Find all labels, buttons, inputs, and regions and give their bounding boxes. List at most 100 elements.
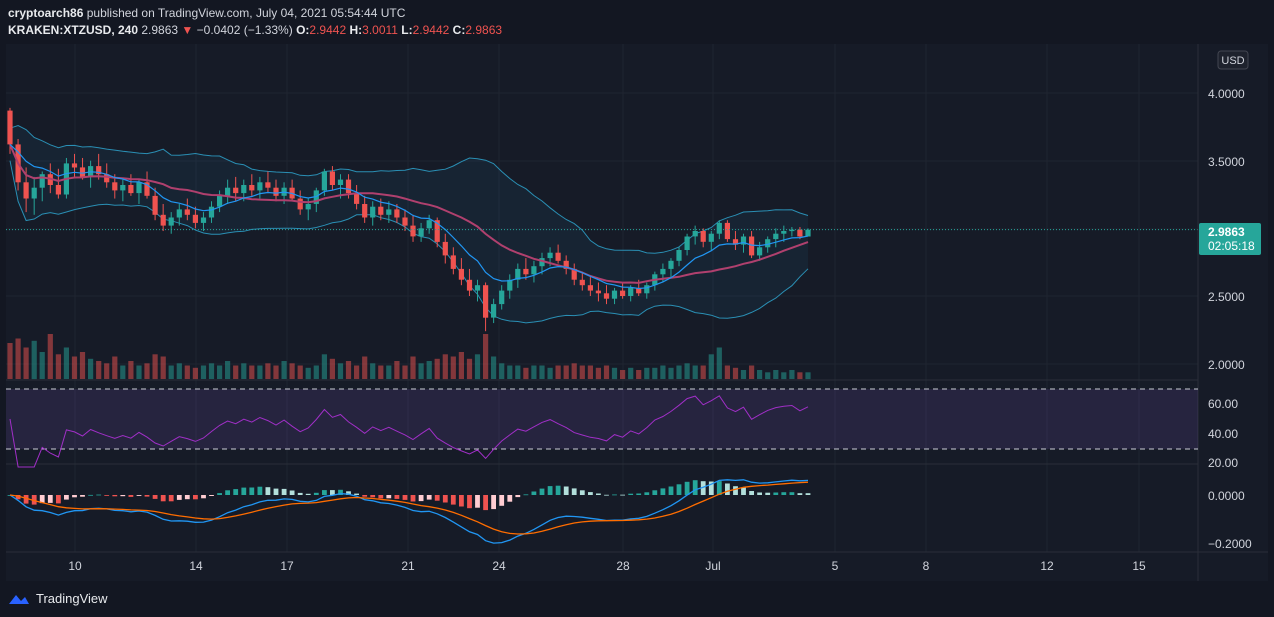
volume-bar — [458, 352, 464, 379]
time-tick: 8 — [923, 559, 930, 573]
candle-body — [668, 260, 674, 269]
candle-body — [225, 187, 231, 196]
volume-bar — [757, 370, 763, 379]
candle-body — [313, 190, 319, 204]
volume-bar — [773, 370, 779, 379]
volume-bar — [112, 356, 118, 379]
macd-histogram-bar — [201, 495, 206, 499]
candle-body — [732, 239, 739, 245]
macd-histogram-bar — [507, 495, 513, 502]
candle-body — [55, 185, 61, 195]
macd-histogram-bar — [442, 495, 448, 503]
volume-bar — [249, 365, 255, 379]
close-label: C: — [452, 23, 466, 37]
publisher-name[interactable]: cryptoarch86 — [8, 6, 84, 20]
macd-histogram-bar — [168, 495, 174, 502]
volume-bar — [797, 372, 803, 380]
candle-body — [31, 187, 37, 199]
macd-histogram-bar — [491, 495, 496, 510]
macd-histogram-bar — [330, 490, 335, 495]
candle-body — [128, 185, 134, 194]
macd-histogram-bar — [733, 486, 738, 495]
macd-histogram-bar — [797, 493, 803, 495]
volume-bar — [499, 363, 505, 379]
volume-bar — [281, 361, 287, 379]
volume-bar — [63, 347, 69, 379]
volume-bar — [329, 358, 335, 380]
volume-bar — [676, 365, 682, 379]
symbol-line: KRAKEN:XTZUSD, 240 2.9863 ▼ −0.0402 (−1.… — [8, 23, 502, 37]
candle-body — [636, 287, 642, 294]
macd-histogram-bar — [781, 492, 787, 495]
volume-bar — [257, 365, 263, 379]
volume-bar — [136, 365, 142, 379]
low-value: 2.9442 — [412, 23, 450, 37]
volume-bar — [120, 365, 126, 379]
candle-body — [7, 110, 13, 145]
candle-body — [474, 285, 481, 291]
rsi-line — [9, 395, 809, 468]
candle-body — [79, 167, 86, 177]
macd-histogram-bar — [668, 486, 674, 495]
candle-body — [660, 268, 666, 275]
price-tick: 4.0000 — [1208, 87, 1245, 101]
candle-body — [337, 179, 344, 185]
volume-bar — [184, 365, 190, 379]
volume-bar — [297, 365, 303, 379]
candle-body — [208, 206, 215, 218]
macd-histogram-bar — [265, 487, 271, 495]
macd-histogram-bar — [346, 491, 351, 495]
candle-body — [620, 290, 626, 296]
macd-histogram-bar — [23, 495, 29, 504]
macd-histogram-bar — [297, 492, 303, 495]
candle-body — [603, 293, 610, 299]
candle-body — [249, 185, 255, 191]
volume-bar — [692, 365, 698, 379]
candle-body — [120, 185, 126, 191]
candle-body — [370, 206, 376, 218]
currency-label: USD — [1221, 55, 1244, 67]
candle-body — [71, 163, 78, 168]
macd-histogram-bar — [241, 487, 247, 495]
macd-histogram-bar — [184, 495, 190, 500]
volume-bar — [668, 367, 674, 380]
volume-bar — [386, 365, 392, 379]
bollinger-band-fill — [10, 125, 808, 323]
time-tick: 10 — [68, 559, 82, 573]
tradingview-brand: TradingView — [36, 591, 108, 606]
macd-histogram-bar — [475, 495, 480, 508]
candle-body — [23, 182, 29, 199]
macd-signal-line — [9, 481, 809, 535]
macd-histogram-bar — [579, 490, 585, 495]
macd-histogram-bar — [700, 481, 706, 495]
candle-body — [515, 268, 521, 280]
candle-body — [523, 268, 529, 275]
time-axis[interactable]: 10 14 17 21 24 28 Jul 5 8 12 15 — [68, 559, 1146, 573]
candle-body — [765, 239, 771, 248]
volume-bar — [708, 354, 714, 380]
candle-body — [104, 174, 110, 183]
volume-bar — [273, 365, 279, 379]
candle-body — [378, 206, 384, 215]
volume-bar — [716, 347, 722, 379]
candle-body — [563, 260, 569, 269]
chart-frame[interactable] — [6, 44, 1268, 581]
volume-bar — [402, 365, 408, 379]
candle-body — [265, 182, 271, 188]
candle-body — [402, 217, 408, 226]
macd-histogram-bar — [515, 495, 521, 498]
currency-button[interactable] — [1217, 50, 1249, 70]
candle-body — [297, 198, 303, 210]
candle-body — [354, 193, 360, 204]
price-axis[interactable]: USD 4.0000 3.5000 2.5000 2.0000 2.9863 0… — [1199, 50, 1261, 372]
tradingview-logo[interactable]: TradingView — [8, 591, 108, 606]
volume-bar — [144, 363, 150, 379]
candle-body — [749, 236, 755, 256]
macd-histogram-bar — [96, 494, 102, 496]
volume-bar — [442, 354, 448, 380]
volume-bar — [660, 365, 666, 379]
volume-bar — [740, 370, 747, 379]
macd-histogram-bar — [547, 486, 553, 495]
candle-body — [200, 217, 207, 223]
